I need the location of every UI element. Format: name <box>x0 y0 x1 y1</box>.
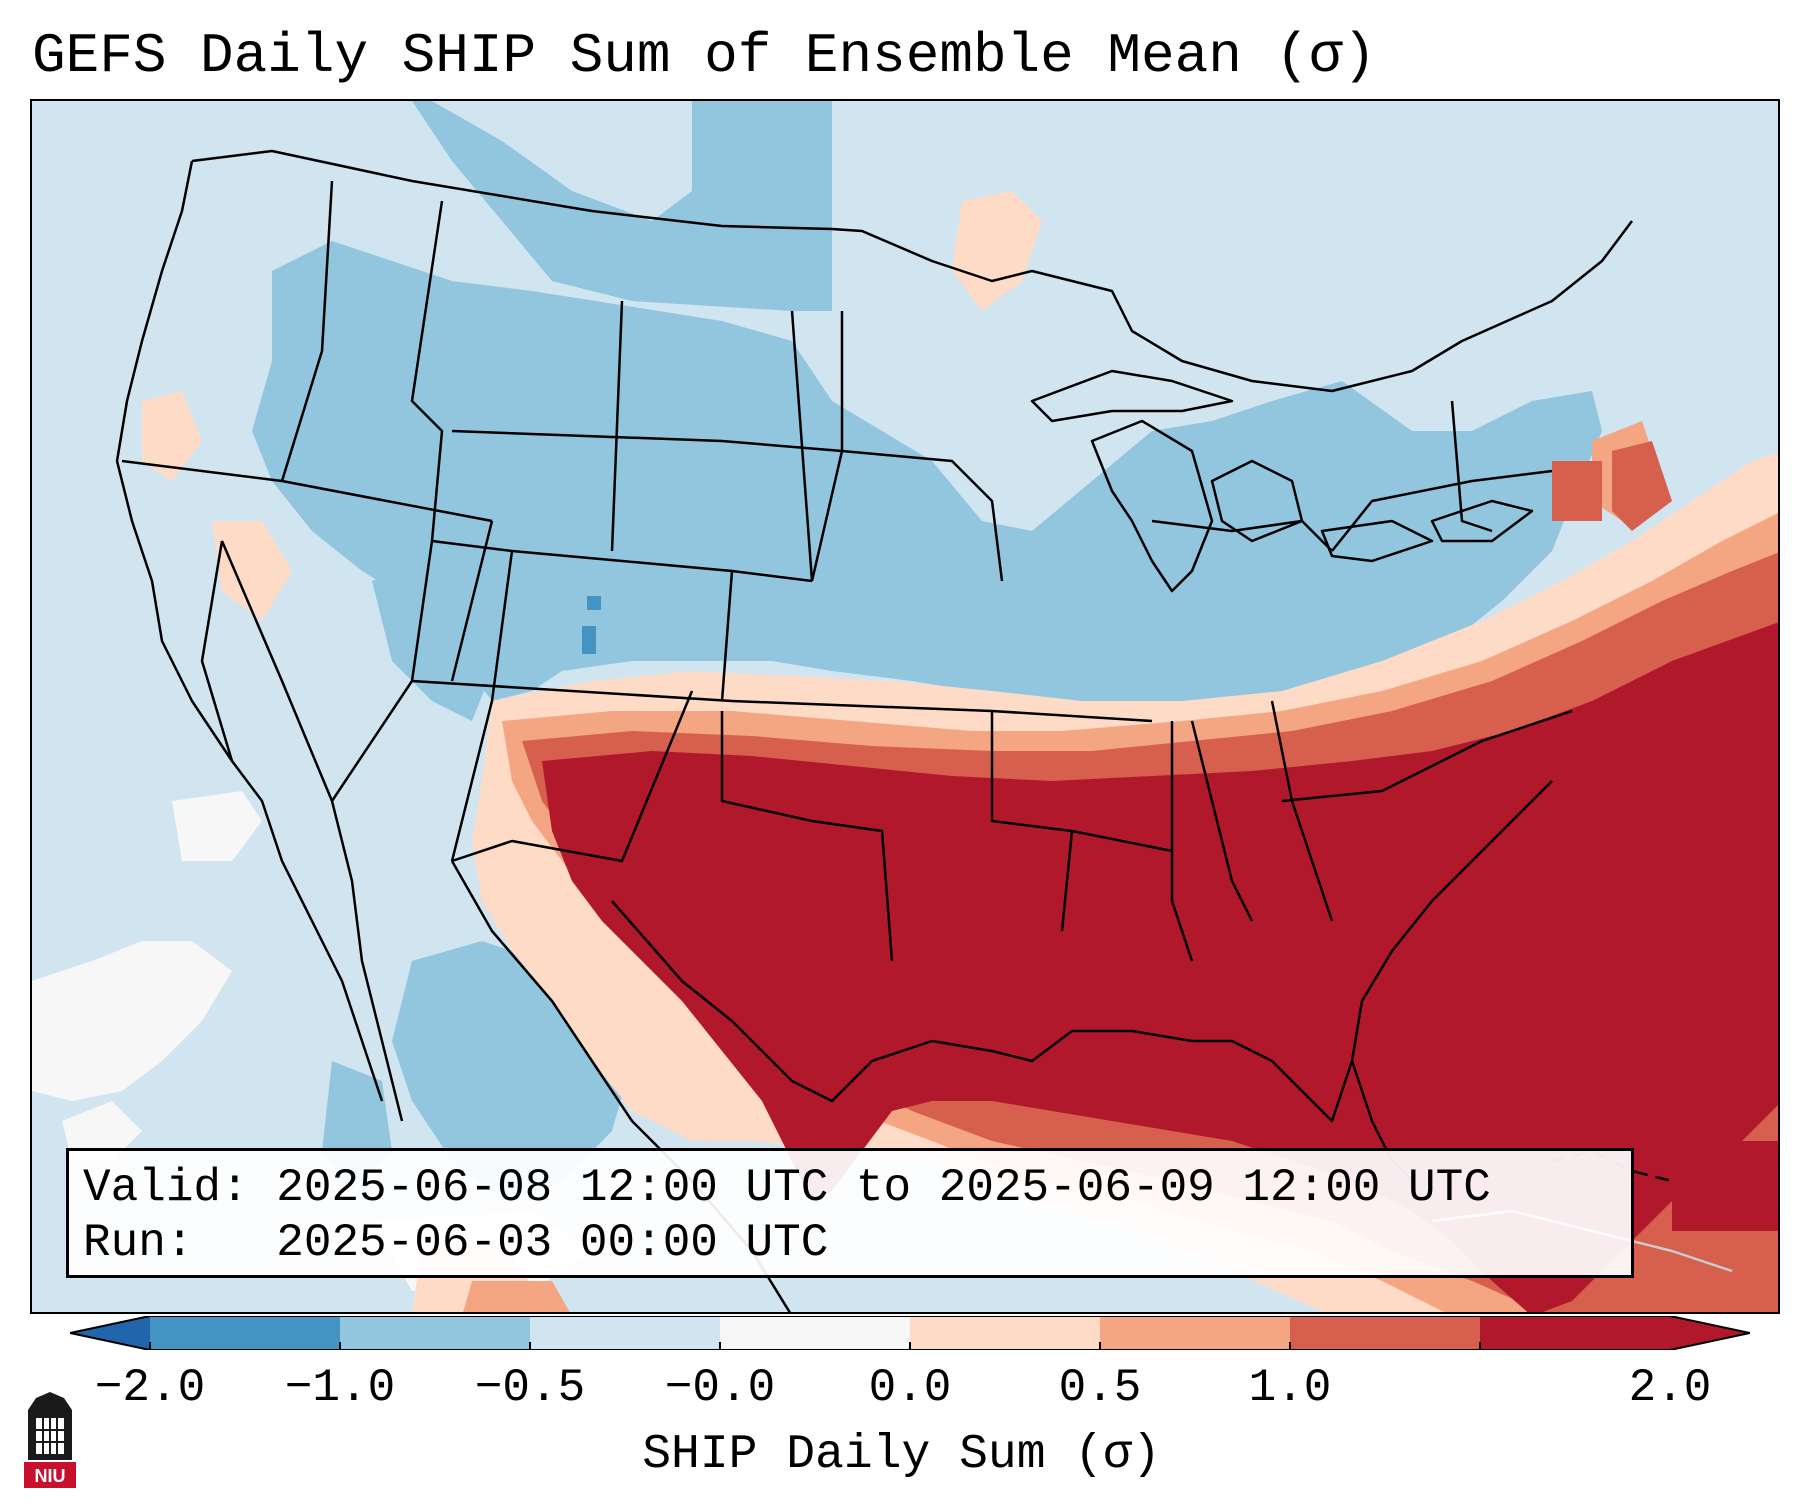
colorbar-extend-high <box>1670 1316 1750 1350</box>
map-panel[interactable] <box>30 99 1780 1314</box>
anomaly-map <box>32 101 1778 1312</box>
colorbar-segment <box>1100 1316 1291 1350</box>
boundary-lines <box>115 149 1733 1312</box>
colorbar-tick-label: −2.0 <box>94 1362 206 1414</box>
colorbar-segment <box>150 1316 341 1350</box>
valid-time-line: Valid: 2025-06-08 12:00 UTC to 2025-06-0… <box>83 1162 1491 1214</box>
run-time-line: Run: 2025-06-03 00:00 UTC <box>83 1217 829 1269</box>
extreme-positive-regions <box>542 461 1778 1312</box>
colorbar-segment <box>530 1316 721 1350</box>
colorbar-segment <box>720 1316 911 1350</box>
colorbar <box>70 1316 1750 1350</box>
colorbar-label: SHIP Daily Sum (σ) <box>642 1428 1161 1482</box>
colorbar-tick-label: −0.5 <box>474 1362 586 1414</box>
colorbar-segment <box>910 1316 1101 1350</box>
page-title: GEFS Daily SHIP Sum of Ensemble Mean (σ) <box>32 24 1377 88</box>
colorbar-segment <box>340 1316 531 1350</box>
colorbar-tick-label: 1.0 <box>1248 1362 1332 1414</box>
negative-anomaly-regions <box>172 101 1602 1201</box>
colorbar-extend-low <box>70 1316 150 1350</box>
valid-run-info-box: Valid: 2025-06-08 12:00 UTC to 2025-06-0… <box>66 1148 1634 1278</box>
colorbar-segments <box>70 1316 1750 1350</box>
colorbar-segment <box>1290 1316 1481 1350</box>
colorbar-tick-label: −0.0 <box>664 1362 776 1414</box>
colorbar-tick-label: −1.0 <box>284 1362 396 1414</box>
colorbar-tick-label: 0.5 <box>1058 1362 1142 1414</box>
logo-text: NIU <box>35 1466 66 1486</box>
niu-logo: NIU <box>24 1392 76 1488</box>
colorbar-segment <box>1480 1316 1671 1350</box>
colorbar-tick-label: 0.0 <box>868 1362 952 1414</box>
colorbar-tick-label: 2.0 <box>1628 1362 1712 1414</box>
